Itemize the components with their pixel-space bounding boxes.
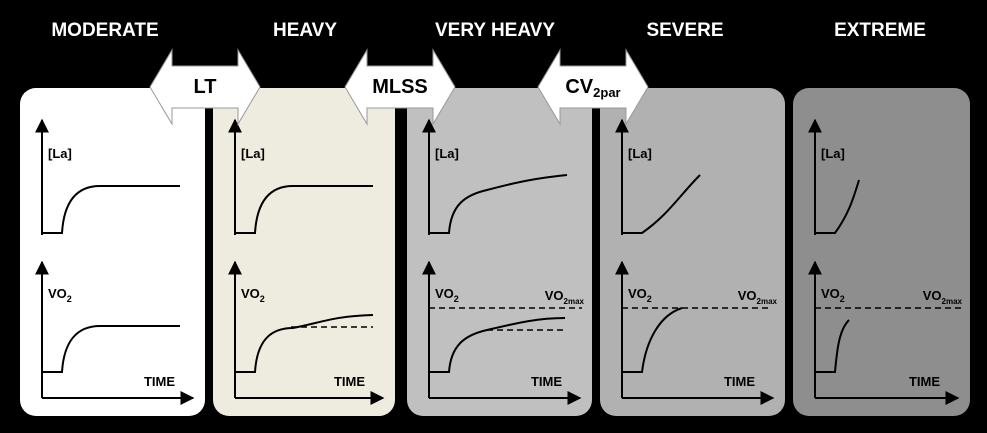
oxygen-label-main: VO [435,286,454,301]
domain-panel: [La] VO2 TIME [20,88,205,416]
domain-panel: [La] VO2 TIME [213,88,395,416]
oxygen-max-label-main: VO [738,288,757,303]
lactate-curve [42,185,180,234]
panel-box [213,88,395,416]
threshold-arrow [344,48,456,126]
oxygen-curve [235,314,374,373]
oxygen-label-main: VO [241,286,260,301]
domain-title: MODERATE [51,20,158,41]
oxygen-max-label: VO2max [738,288,778,306]
time-label: TIME [909,374,940,389]
oxygen-label: VO2 [435,286,459,304]
panel-box [600,88,785,416]
oxygen-label-main: VO [821,286,840,301]
oxygen-curve [429,317,566,373]
panel-box [793,88,970,416]
threshold-label-main: LT [194,76,217,98]
panel-box [20,88,205,416]
domain-title: SEVERE [646,20,723,41]
time-label: TIME [334,374,365,389]
oxygen-label-main: VO [628,286,647,301]
oxygen-label: VO2 [48,286,72,304]
domain-title: HEAVY [273,20,337,41]
lactate-label: [La] [628,146,652,161]
lactate-curve [815,179,860,234]
oxygen-label-sub: 2 [840,294,845,304]
time-label: TIME [144,374,175,389]
oxygen-curve [622,307,683,373]
oxygen-label-sub: 2 [454,294,459,304]
threshold-label-main: MLSS [372,76,428,98]
oxygen-curve [42,325,180,373]
lactate-curve [429,174,568,234]
threshold-label-main: CV [565,76,593,98]
lactate-label: [La] [435,146,459,161]
time-label: TIME [531,374,562,389]
lactate-curve [235,185,373,234]
oxygen-max-label-sub: 2max [564,297,585,306]
threshold-label-sub: 2par [593,85,620,100]
threshold-arrows: LT MLSS CV2par [149,48,649,126]
threshold-label: LT [194,76,217,98]
oxygen-label-sub: 2 [67,294,72,304]
oxygen-label: VO2 [821,286,845,304]
lactate-label: [La] [821,146,845,161]
oxygen-label-main: VO [48,286,67,301]
oxygen-max-label-sub: 2max [757,297,778,306]
lactate-curve [622,174,701,234]
oxygen-max-label-main: VO [923,288,942,303]
oxygen-label: VO2 [241,286,265,304]
oxygen-max-label-main: VO [545,288,564,303]
threshold-arrow [149,48,261,126]
domain-title: EXTREME [834,20,926,41]
oxygen-max-label: VO2max [545,288,585,306]
lactate-label: [La] [241,146,265,161]
oxygen-max-label-sub: 2max [942,297,963,306]
lactate-label: [La] [48,146,72,161]
oxygen-max-label: VO2max [923,288,963,306]
threshold-label: MLSS [372,76,428,98]
threshold-arrow [537,48,649,126]
panel-box [407,88,592,416]
oxygen-label: VO2 [628,286,652,304]
domain-title: VERY HEAVY [435,20,555,41]
time-label: TIME [724,374,755,389]
threshold-label: CV2par [565,76,620,100]
oxygen-curve [815,319,850,373]
panels: MODERATE[La]VO2TIMEHEAVY[La]VO2TIMEVERY … [20,20,970,416]
oxygen-label-sub: 2 [647,294,652,304]
oxygen-label-sub: 2 [260,294,265,304]
